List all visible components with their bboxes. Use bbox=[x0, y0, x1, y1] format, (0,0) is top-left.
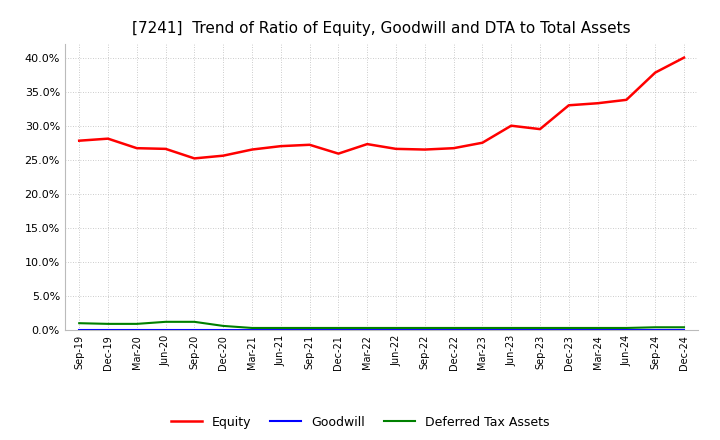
Equity bbox=[104, 136, 112, 141]
Goodwill bbox=[680, 327, 688, 333]
Goodwill bbox=[593, 327, 602, 333]
Goodwill bbox=[248, 327, 256, 333]
Deferred Tax Assets bbox=[305, 325, 314, 330]
Equity bbox=[680, 55, 688, 60]
Goodwill bbox=[449, 327, 458, 333]
Deferred Tax Assets bbox=[507, 325, 516, 330]
Deferred Tax Assets bbox=[161, 319, 170, 324]
Goodwill bbox=[564, 327, 573, 333]
Equity bbox=[478, 140, 487, 145]
Deferred Tax Assets bbox=[478, 325, 487, 330]
Goodwill bbox=[478, 327, 487, 333]
Equity bbox=[132, 146, 141, 151]
Deferred Tax Assets bbox=[680, 325, 688, 330]
Deferred Tax Assets bbox=[190, 319, 199, 324]
Equity bbox=[392, 146, 400, 151]
Equity bbox=[248, 147, 256, 152]
Deferred Tax Assets bbox=[622, 325, 631, 330]
Equity bbox=[75, 138, 84, 143]
Deferred Tax Assets bbox=[392, 325, 400, 330]
Goodwill bbox=[104, 327, 112, 333]
Deferred Tax Assets bbox=[449, 325, 458, 330]
Deferred Tax Assets bbox=[75, 321, 84, 326]
Equity bbox=[449, 146, 458, 151]
Deferred Tax Assets bbox=[276, 325, 285, 330]
Equity bbox=[593, 101, 602, 106]
Line: Equity: Equity bbox=[79, 58, 684, 158]
Deferred Tax Assets bbox=[593, 325, 602, 330]
Equity bbox=[622, 97, 631, 103]
Deferred Tax Assets bbox=[651, 325, 660, 330]
Equity bbox=[651, 70, 660, 75]
Deferred Tax Assets bbox=[536, 325, 544, 330]
Equity bbox=[334, 151, 343, 156]
Goodwill bbox=[622, 327, 631, 333]
Deferred Tax Assets bbox=[219, 323, 228, 329]
Goodwill bbox=[507, 327, 516, 333]
Equity bbox=[363, 141, 372, 147]
Deferred Tax Assets bbox=[564, 325, 573, 330]
Equity bbox=[536, 126, 544, 132]
Deferred Tax Assets bbox=[334, 325, 343, 330]
Goodwill bbox=[536, 327, 544, 333]
Equity bbox=[507, 123, 516, 128]
Equity bbox=[420, 147, 429, 152]
Goodwill bbox=[190, 327, 199, 333]
Equity bbox=[305, 142, 314, 147]
Deferred Tax Assets bbox=[104, 321, 112, 326]
Goodwill bbox=[75, 327, 84, 333]
Goodwill bbox=[334, 327, 343, 333]
Deferred Tax Assets bbox=[132, 321, 141, 326]
Deferred Tax Assets bbox=[420, 325, 429, 330]
Equity bbox=[190, 156, 199, 161]
Goodwill bbox=[161, 327, 170, 333]
Deferred Tax Assets bbox=[248, 325, 256, 330]
Equity bbox=[219, 153, 228, 158]
Equity bbox=[161, 146, 170, 151]
Goodwill bbox=[132, 327, 141, 333]
Title: [7241]  Trend of Ratio of Equity, Goodwill and DTA to Total Assets: [7241] Trend of Ratio of Equity, Goodwil… bbox=[132, 21, 631, 36]
Equity bbox=[564, 103, 573, 108]
Goodwill bbox=[651, 327, 660, 333]
Deferred Tax Assets bbox=[363, 325, 372, 330]
Goodwill bbox=[219, 327, 228, 333]
Equity bbox=[276, 143, 285, 149]
Legend: Equity, Goodwill, Deferred Tax Assets: Equity, Goodwill, Deferred Tax Assets bbox=[166, 411, 554, 434]
Goodwill bbox=[363, 327, 372, 333]
Goodwill bbox=[420, 327, 429, 333]
Goodwill bbox=[305, 327, 314, 333]
Goodwill bbox=[276, 327, 285, 333]
Line: Deferred Tax Assets: Deferred Tax Assets bbox=[79, 322, 684, 328]
Goodwill bbox=[392, 327, 400, 333]
